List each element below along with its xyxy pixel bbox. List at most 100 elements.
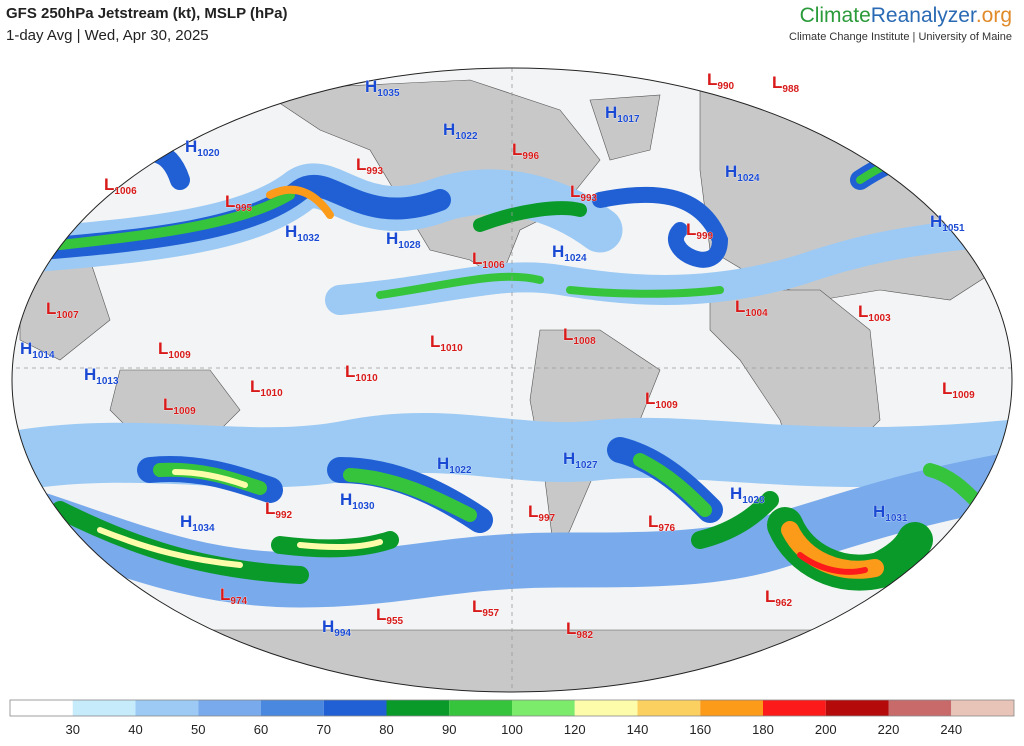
pressure-value: 1022 — [449, 465, 472, 476]
pressure-letter: H — [873, 502, 885, 521]
pressure-center: H1024 — [552, 242, 587, 264]
pressure-center: H1024 — [725, 162, 760, 184]
pressure-center: H1020 — [185, 137, 220, 159]
pressure-letter: H — [365, 77, 377, 96]
pressure-letter: L — [512, 140, 522, 159]
colorbar-segment — [700, 700, 763, 716]
pressure-letter: L — [528, 502, 538, 521]
pressure-value: 990 — [717, 81, 734, 92]
pressure-center: L1007 — [46, 299, 79, 321]
pressure-letter: L — [858, 302, 868, 321]
pressure-letter: H — [437, 454, 449, 473]
pressure-value: 988 — [782, 84, 799, 95]
pressure-center: H1017 — [605, 103, 640, 125]
pressure-letter: H — [563, 449, 575, 468]
pressure-center: L1009 — [645, 389, 678, 411]
pressure-letter: H — [322, 617, 334, 636]
pressure-center: L1009 — [163, 395, 196, 417]
pressure-letter: L — [686, 220, 696, 239]
pressure-value: 995 — [235, 203, 252, 214]
colorbar-label: 60 — [254, 722, 268, 737]
pressure-center: H1013 — [84, 365, 119, 387]
pressure-center: L976 — [648, 512, 676, 534]
pressure-letter: L — [345, 362, 355, 381]
pressure-value: 1009 — [655, 400, 678, 411]
pressure-value: 1020 — [197, 148, 220, 159]
pressure-value: 955 — [386, 616, 403, 627]
pressure-center: H1022 — [443, 120, 478, 142]
pressure-value: 1006 — [482, 260, 505, 271]
pressure-center: L990 — [707, 70, 735, 92]
pressure-value: 1028 — [398, 240, 421, 251]
pressure-letter: H — [730, 484, 742, 503]
pressure-value: 1009 — [952, 390, 975, 401]
pressure-center: H1034 — [180, 512, 215, 534]
colorbar-label: 70 — [317, 722, 331, 737]
institute: Climate Change Institute | University of… — [789, 31, 1012, 43]
colorbar-segment — [512, 700, 575, 716]
colorbar-segment — [198, 700, 261, 716]
pressure-value: 1014 — [32, 350, 55, 361]
pressure-value: 999 — [696, 231, 713, 242]
brand: ClimateReanalyzer.org — [800, 4, 1012, 27]
pressure-value: 1030 — [352, 501, 375, 512]
pressure-letter: H — [552, 242, 564, 261]
pressure-center: H1022 — [437, 454, 472, 476]
pressure-letter: H — [930, 212, 942, 231]
colorbar-label: 220 — [878, 722, 900, 737]
pressure-letter: L — [265, 499, 275, 518]
pressure-center: L996 — [512, 140, 540, 162]
pressure-center: L957 — [472, 597, 500, 619]
pressure-value: 1007 — [56, 310, 79, 321]
pressure-letter: L — [563, 325, 573, 344]
pressure-value: 1010 — [260, 388, 283, 399]
pressure-center: L1008 — [563, 325, 596, 347]
pressure-value: 1009 — [173, 406, 196, 417]
pressure-letter: L — [570, 182, 580, 201]
pressure-letter: L — [158, 339, 168, 358]
colorbar-label: 100 — [501, 722, 523, 737]
colorbar-label: 30 — [66, 722, 80, 737]
pressure-value: 1034 — [192, 523, 215, 534]
pressure-value: 997 — [538, 513, 555, 524]
pressure-letter: L — [356, 155, 366, 174]
pressure-letter: L — [46, 299, 56, 318]
pressure-letter: L — [104, 175, 114, 194]
pressure-value: 1008 — [573, 336, 596, 347]
pressure-center: L1010 — [345, 362, 378, 384]
pressure-value: 1031 — [885, 513, 908, 524]
pressure-center: H1028 — [386, 229, 421, 251]
pressure-letter: H — [725, 162, 737, 181]
pressure-center: L1010 — [430, 332, 463, 354]
pressure-value: 1027 — [575, 460, 598, 471]
pressure-value: 993 — [366, 166, 383, 177]
colorbar-label: 80 — [379, 722, 393, 737]
pressure-value: 993 — [580, 193, 597, 204]
pressure-center: L982 — [566, 619, 594, 641]
colorbar-segment — [574, 700, 638, 716]
pressure-center: L992 — [265, 499, 293, 521]
pressure-center: H1030 — [340, 490, 375, 512]
pressure-center: H994 — [322, 617, 351, 639]
colorbar-frame — [9, 699, 1015, 717]
colorbar-label: 160 — [689, 722, 711, 737]
pressure-letter: H — [386, 229, 398, 248]
pressure-letter: L — [765, 587, 775, 606]
pressure-value: 957 — [482, 608, 499, 619]
pressure-center: L955 — [376, 605, 404, 627]
pressure-letter: L — [707, 70, 717, 89]
colorbar-segment — [386, 700, 450, 716]
colorbar-label: 200 — [815, 722, 837, 737]
pressure-letter: L — [472, 249, 482, 268]
pressure-letter: L — [648, 512, 658, 531]
pressure-value: 994 — [334, 628, 351, 639]
pressure-center: L1003 — [858, 302, 891, 324]
pressure-center: L1009 — [158, 339, 191, 361]
pressure-letter: L — [376, 605, 386, 624]
colorbar: 30 40 50 60 70 80 90 100 120 140 160 180 200 220 240 — [9, 699, 1015, 737]
colorbar-label: 40 — [128, 722, 142, 737]
pressure-center: H1051 — [930, 212, 965, 234]
subtitle: 1-day Avg | Wed, Apr 30, 2025 — [6, 27, 209, 44]
pressure-center: H1031 — [873, 502, 908, 524]
